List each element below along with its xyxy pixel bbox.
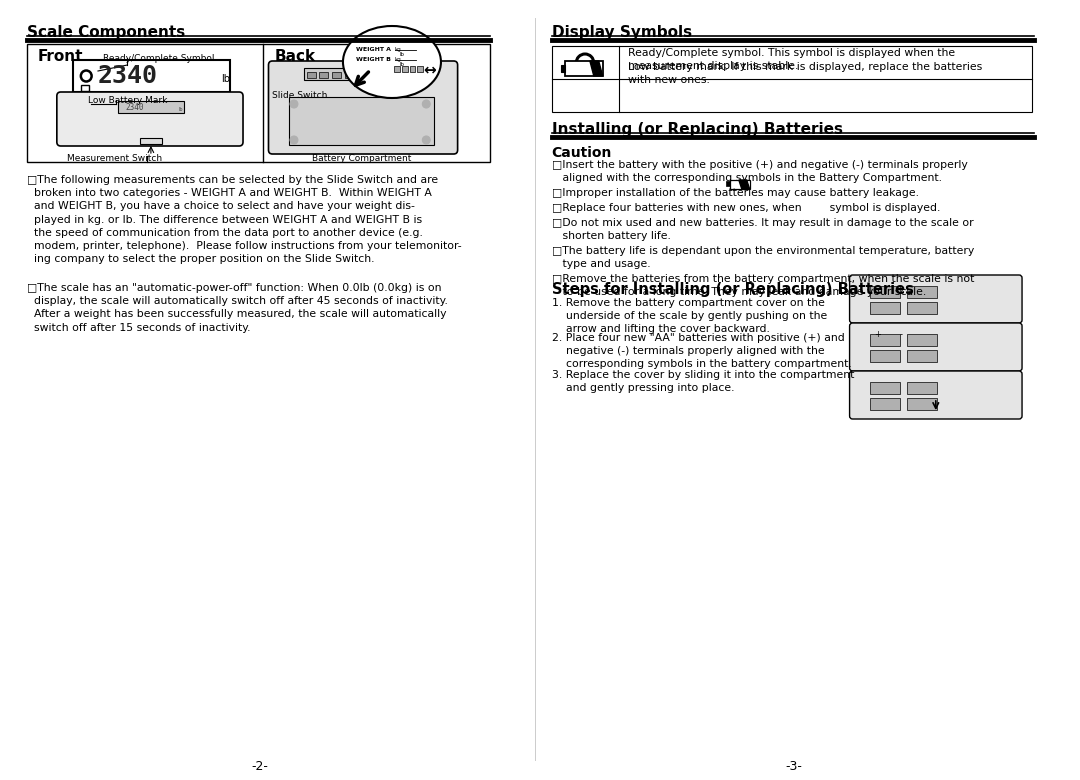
Text: Installing (or Replacing) Batteries: Installing (or Replacing) Batteries bbox=[552, 122, 842, 137]
Circle shape bbox=[422, 100, 430, 108]
Bar bbox=[907, 350, 936, 362]
Bar bbox=[552, 46, 1031, 112]
Bar bbox=[907, 382, 936, 394]
Text: □The scale has an "automatic-power-off" function: When 0.0lb (0.0kg) is on
  dis: □The scale has an "automatic-power-off" … bbox=[27, 283, 448, 332]
Text: Slide Switch: Slide Switch bbox=[272, 91, 328, 100]
Text: Back: Back bbox=[274, 49, 315, 64]
Text: 2. Place four new "AA" batteries with positive (+) and
    negative (-) terminal: 2. Place four new "AA" batteries with po… bbox=[552, 333, 851, 370]
Bar bbox=[73, 60, 230, 92]
Bar bbox=[320, 72, 328, 78]
Text: 1. Remove the battery compartment cover on the
    underside of the scale by gen: 1. Remove the battery compartment cover … bbox=[552, 298, 827, 335]
Bar bbox=[409, 66, 416, 72]
Text: kg: kg bbox=[395, 57, 402, 62]
Bar bbox=[907, 334, 936, 346]
Text: ↔: ↔ bbox=[423, 62, 436, 77]
Bar bbox=[561, 65, 566, 72]
Bar bbox=[345, 72, 354, 78]
Bar bbox=[726, 181, 730, 186]
Bar bbox=[566, 61, 603, 76]
Bar bbox=[870, 286, 900, 298]
Bar bbox=[870, 350, 900, 362]
Text: lb: lb bbox=[400, 52, 405, 57]
Bar bbox=[907, 302, 936, 314]
Text: □The battery life is dependant upon the environmental temperature, battery
   ty: □The battery life is dependant upon the … bbox=[552, 246, 974, 269]
Text: Low battery mark. If this mark is displayed, replace the batteries
with new ones: Low battery mark. If this mark is displa… bbox=[629, 62, 983, 85]
Text: 2340: 2340 bbox=[98, 64, 158, 88]
Circle shape bbox=[291, 100, 298, 108]
Bar bbox=[307, 72, 315, 78]
Bar bbox=[418, 66, 423, 72]
Text: WEIGHT B: WEIGHT B bbox=[355, 57, 391, 62]
Text: Steps for Installing (or Replacing) Batteries: Steps for Installing (or Replacing) Batt… bbox=[552, 282, 914, 297]
Text: □Remove the batteries from the battery compartment, when the scale is not
   to : □Remove the batteries from the battery c… bbox=[552, 274, 974, 297]
Bar bbox=[870, 302, 900, 314]
Text: lb: lb bbox=[221, 74, 230, 84]
Bar bbox=[289, 97, 434, 145]
Bar bbox=[402, 66, 407, 72]
FancyBboxPatch shape bbox=[269, 61, 458, 154]
Bar bbox=[140, 138, 162, 144]
Bar bbox=[730, 180, 750, 189]
Bar bbox=[27, 44, 490, 162]
Text: +: + bbox=[874, 330, 881, 339]
Text: -: - bbox=[900, 330, 903, 339]
Text: -3-: -3- bbox=[785, 760, 802, 773]
Text: Low Battery Mark: Low Battery Mark bbox=[89, 96, 167, 105]
Circle shape bbox=[422, 136, 430, 144]
Text: □Do not mix used and new batteries. It may result in damage to the scale or
   s: □Do not mix used and new batteries. It m… bbox=[552, 218, 973, 241]
Bar bbox=[870, 334, 900, 346]
Text: □Insert the battery with the positive (+) and negative (-) terminals properly
  : □Insert the battery with the positive (+… bbox=[552, 160, 968, 183]
FancyBboxPatch shape bbox=[850, 275, 1022, 323]
Text: Measurement Switch: Measurement Switch bbox=[67, 154, 162, 163]
Bar bbox=[81, 85, 90, 91]
Bar bbox=[118, 101, 185, 113]
Text: Ready/Complete Symbol: Ready/Complete Symbol bbox=[103, 54, 215, 63]
Bar bbox=[303, 68, 363, 80]
Text: kg: kg bbox=[395, 47, 402, 52]
Text: Front: Front bbox=[37, 49, 83, 64]
FancyBboxPatch shape bbox=[57, 92, 243, 146]
Text: Scale Components: Scale Components bbox=[27, 25, 186, 40]
Bar bbox=[907, 398, 936, 410]
Text: -2-: -2- bbox=[252, 760, 268, 773]
Text: □Improper installation of the batteries may cause battery leakage.: □Improper installation of the batteries … bbox=[552, 188, 919, 198]
Ellipse shape bbox=[343, 26, 441, 98]
Text: □Replace four batteries with new ones, when        symbol is displayed.: □Replace four batteries with new ones, w… bbox=[552, 203, 940, 213]
Text: Battery Compartment: Battery Compartment bbox=[312, 154, 411, 163]
Text: WEIGHT A: WEIGHT A bbox=[355, 47, 391, 52]
Text: □The following measurements can be selected by the Slide Switch and are
  broken: □The following measurements can be selec… bbox=[27, 175, 462, 264]
Bar bbox=[394, 66, 400, 72]
Bar bbox=[333, 72, 341, 78]
FancyBboxPatch shape bbox=[850, 371, 1022, 419]
Text: Display Symbols: Display Symbols bbox=[552, 25, 692, 40]
Text: Ready/Complete symbol. This symbol is displayed when the
measurement display is : Ready/Complete symbol. This symbol is di… bbox=[629, 48, 955, 71]
Text: lb: lb bbox=[178, 107, 183, 112]
Text: lb: lb bbox=[400, 62, 405, 67]
Polygon shape bbox=[739, 180, 750, 189]
Polygon shape bbox=[590, 61, 603, 76]
Bar bbox=[870, 398, 900, 410]
FancyBboxPatch shape bbox=[850, 323, 1022, 371]
Circle shape bbox=[291, 136, 298, 144]
Text: Caution: Caution bbox=[552, 146, 612, 160]
Bar bbox=[907, 286, 936, 298]
Bar bbox=[870, 382, 900, 394]
Text: 3. Replace the cover by sliding it into the compartment
    and gently pressing : 3. Replace the cover by sliding it into … bbox=[552, 370, 854, 393]
Text: 2340: 2340 bbox=[125, 103, 144, 112]
